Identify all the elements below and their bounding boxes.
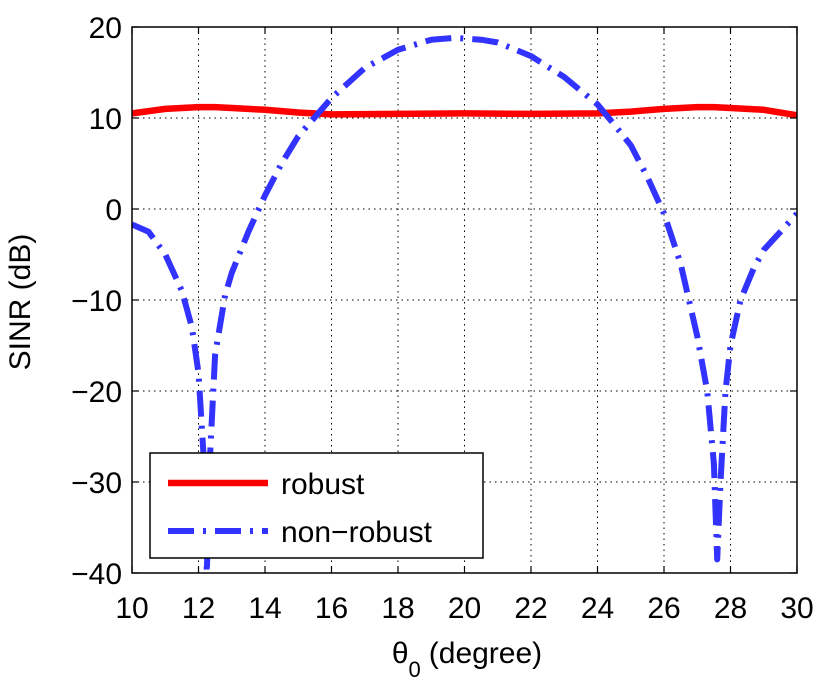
y-tick-label: −10 xyxy=(71,285,122,318)
x-tick-label: 30 xyxy=(780,592,813,625)
x-tick-label: 22 xyxy=(514,592,547,625)
x-axis-label-subscript: 0 xyxy=(409,657,421,682)
y-tick-label: 20 xyxy=(89,12,122,45)
y-tick-label: 0 xyxy=(105,194,122,227)
y-axis-label: SINR (dB) xyxy=(4,234,37,371)
legend-box xyxy=(149,452,484,559)
legend-label-robust: robust xyxy=(281,468,365,501)
x-tick-label: 28 xyxy=(714,592,747,625)
y-tick-label: −40 xyxy=(71,558,122,591)
series-line-robust xyxy=(132,103,797,119)
series-line-non-robust xyxy=(132,34,797,573)
x-tick-label: 20 xyxy=(448,592,481,625)
x-tick-label: 18 xyxy=(381,592,414,625)
series-lines xyxy=(132,34,797,573)
y-tick-label: −20 xyxy=(71,376,122,409)
x-tick-label: 10 xyxy=(115,592,148,625)
x-axis-label-text: (degree) xyxy=(429,637,542,670)
x-tick-label: 24 xyxy=(581,592,614,625)
y-tick-label: −30 xyxy=(71,467,122,500)
x-tick-label: 14 xyxy=(248,592,281,625)
x-axis-label: θ0 (degree) xyxy=(392,637,542,682)
axis-ticks xyxy=(131,26,798,574)
x-tick-label: 16 xyxy=(315,592,348,625)
y-tick-label: 10 xyxy=(89,103,122,136)
tick-labels: 10 12 14 16 18 20 22 24 26 28 30 −40 −30 −20 −10 0 10 20 xyxy=(71,12,814,625)
x-tick-label: 12 xyxy=(182,592,215,625)
x-tick-label: 26 xyxy=(647,592,680,625)
x-axis-label-symbol: θ xyxy=(392,637,409,670)
legend-label-non-robust: non−robust xyxy=(281,516,433,549)
legend: robust non−robust xyxy=(149,452,484,559)
